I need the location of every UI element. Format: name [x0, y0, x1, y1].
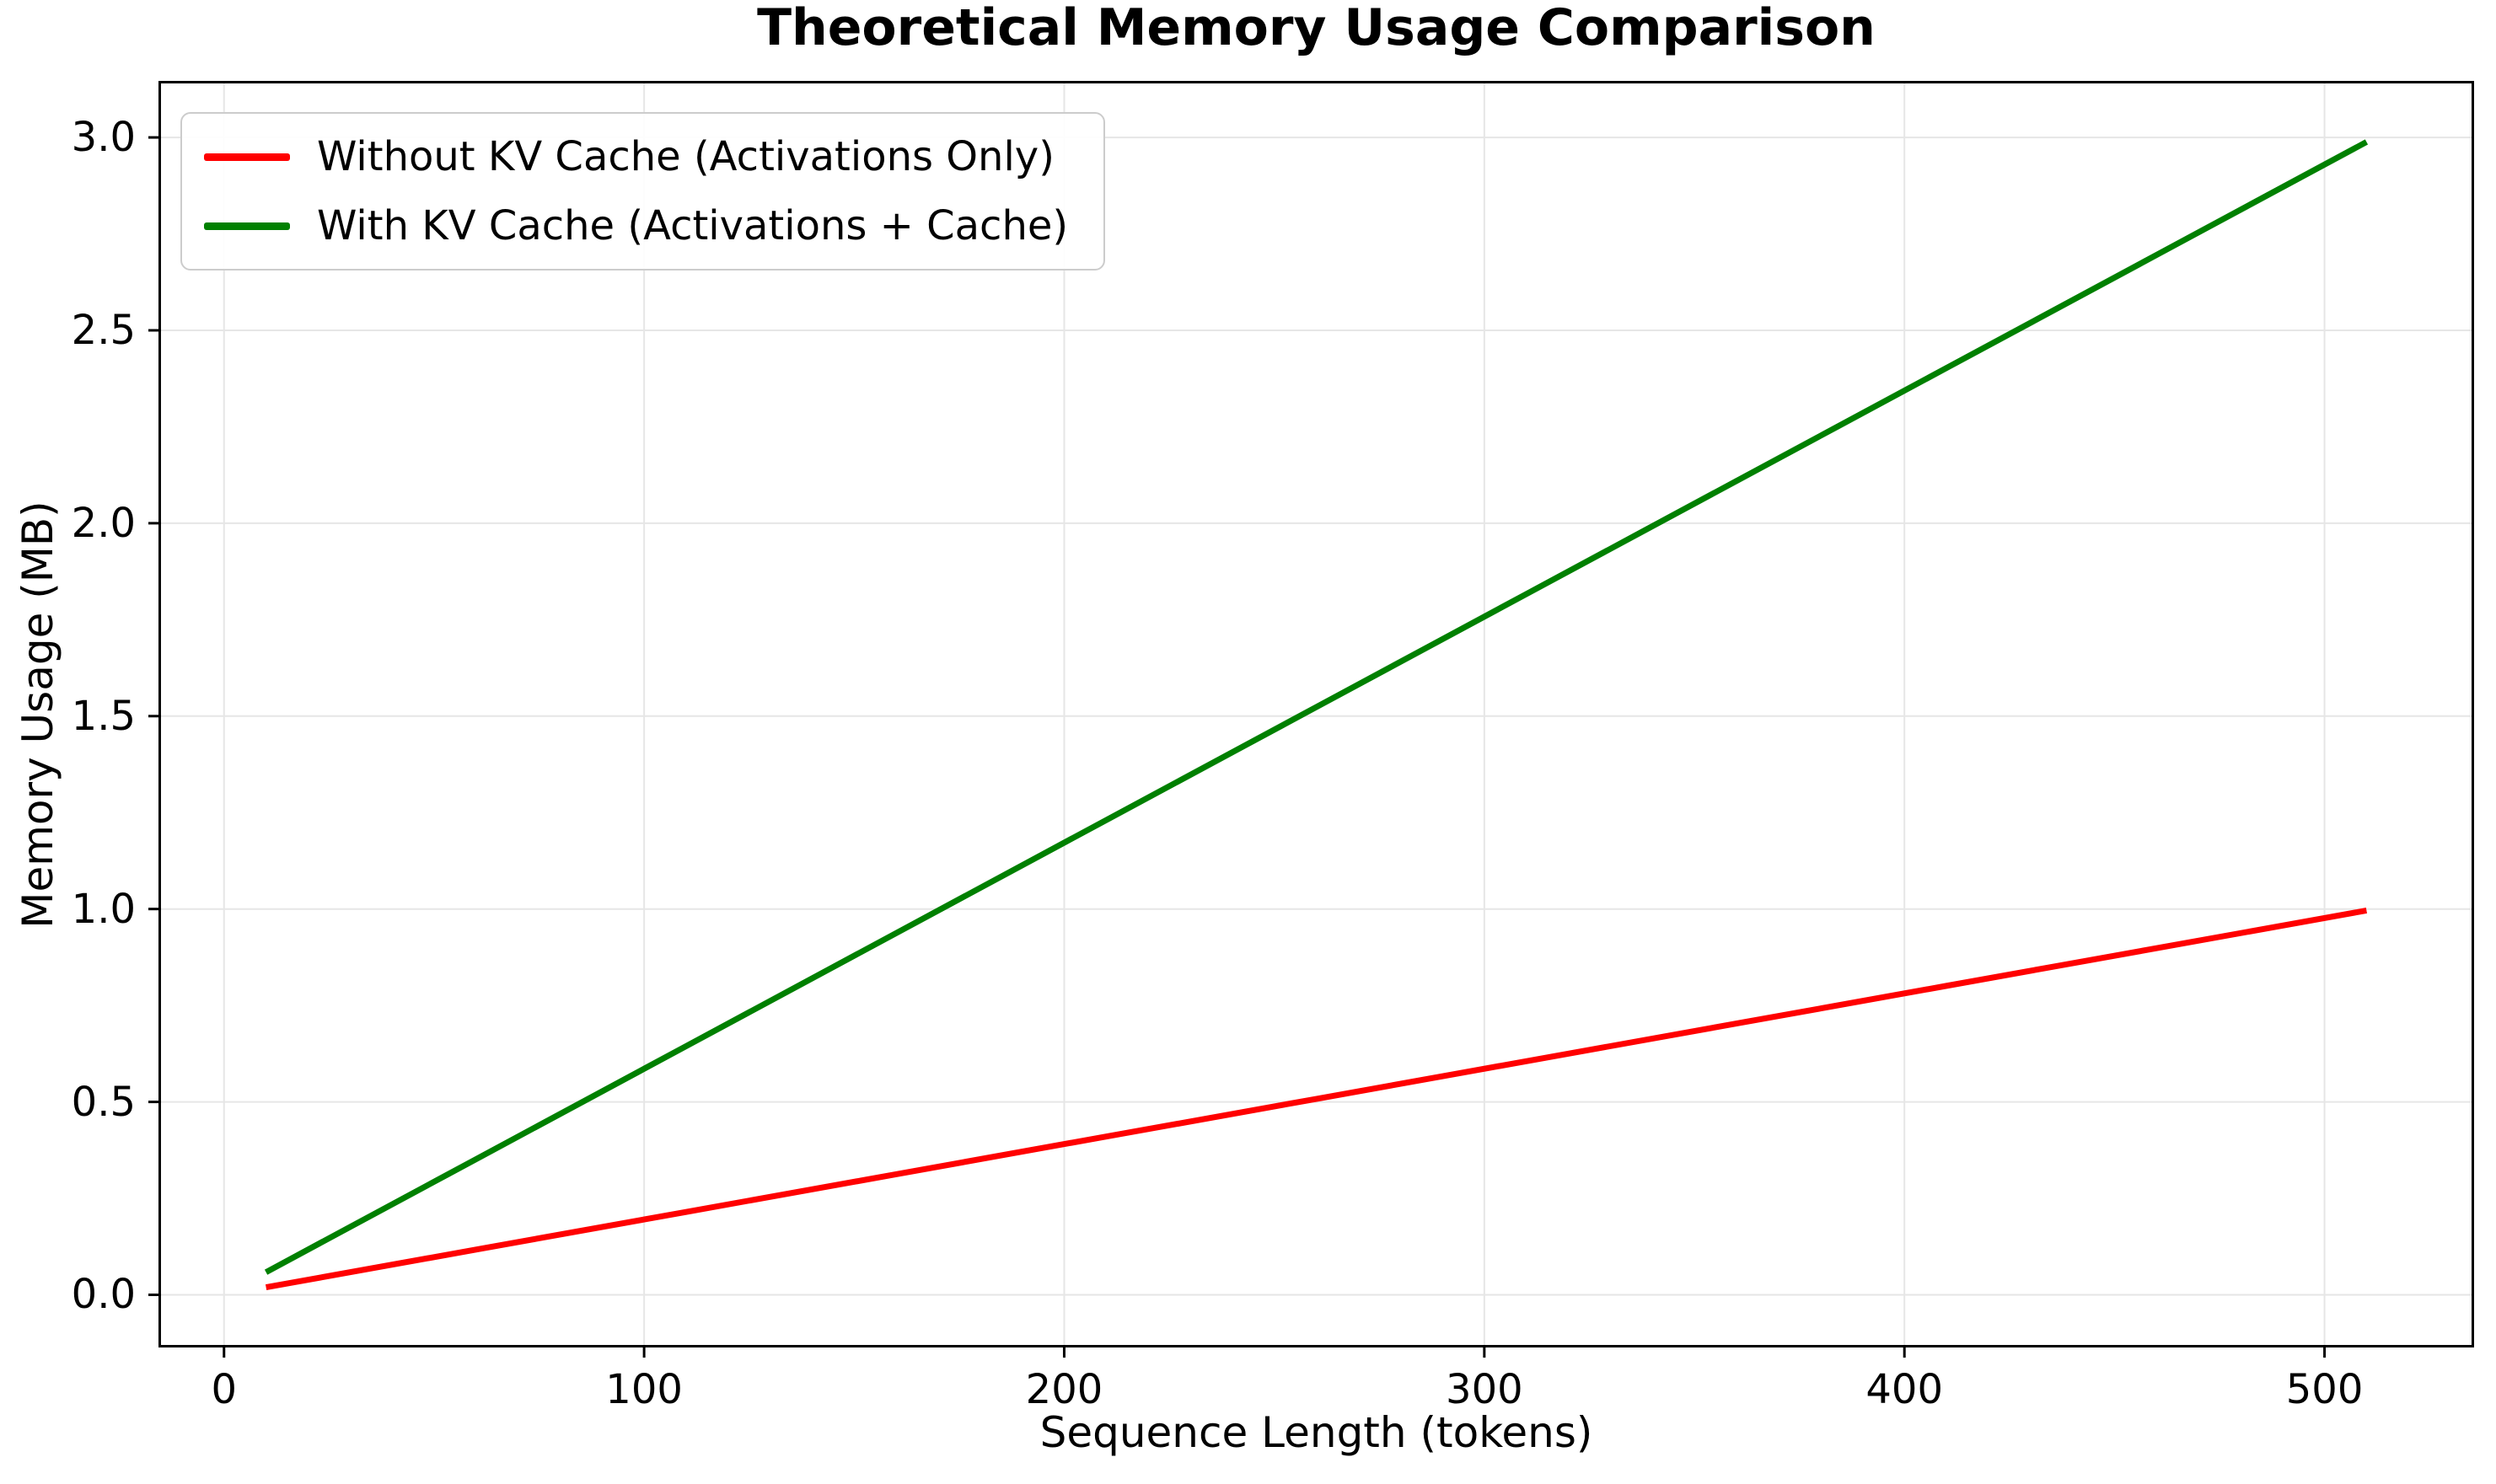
plot-canvas	[148, 83, 2472, 1358]
y-tick-label: 1.5	[71, 692, 136, 740]
x-tick-label: 400	[1865, 1366, 1944, 1413]
x-tick-label: 200	[1025, 1366, 1103, 1413]
y-tick-label: 2.5	[71, 306, 136, 354]
y-tick-label: 0.0	[71, 1271, 136, 1319]
y-tick-label: 2.0	[71, 499, 136, 547]
legend-label: Without KV Cache (Activations Only)	[317, 133, 1055, 180]
y-tick-label: 0.5	[71, 1078, 136, 1126]
x-tick-label: 300	[1446, 1366, 1523, 1413]
legend-item-without-kv-cache: Without KV Cache (Activations Only)	[204, 131, 1068, 183]
series-line-1	[264, 139, 2369, 1275]
x-tick-label: 500	[2285, 1366, 2364, 1413]
y-axis-label: Memory Usage (MB)	[13, 501, 62, 929]
x-tick-label: 0	[211, 1366, 238, 1413]
y-tick-label: 3.0	[71, 114, 136, 162]
x-tick-label: 100	[605, 1366, 683, 1413]
legend: Without KV Cache (Activations Only) With…	[180, 112, 1106, 271]
x-axis-label: Sequence Length (tokens)	[1039, 1408, 1593, 1457]
legend-line-sample-icon	[204, 222, 290, 230]
series-line-0	[265, 908, 2368, 1291]
chart-title: Theoretical Memory Usage Comparison	[757, 0, 1876, 57]
legend-label: With KV Cache (Activations + Cache)	[317, 202, 1069, 249]
plot-area: Without KV Cache (Activations Only) With…	[148, 81, 2474, 1358]
legend-item-with-kv-cache: With KV Cache (Activations + Cache)	[204, 200, 1068, 252]
y-tick-label: 1.0	[71, 885, 136, 933]
legend-line-sample-icon	[204, 153, 290, 161]
